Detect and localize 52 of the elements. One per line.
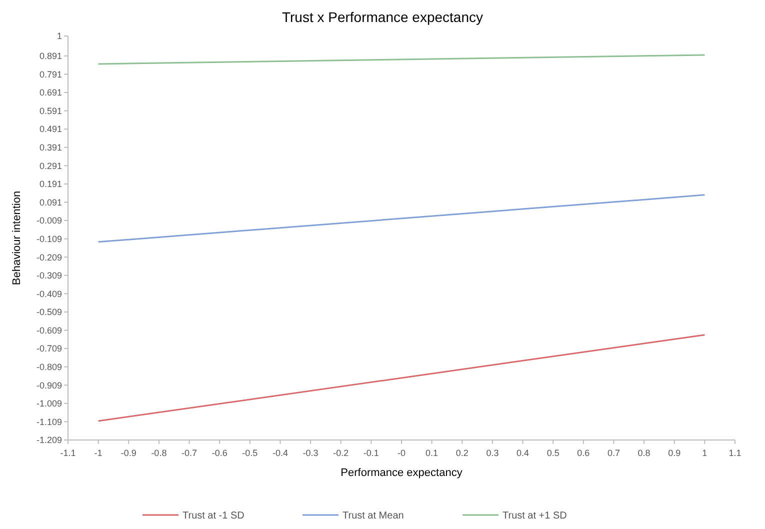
x-tick-label: -0 [397, 448, 406, 458]
x-tick-label: 0.8 [638, 448, 650, 458]
y-tick-label: -0.709 [36, 344, 62, 354]
x-tick-label: -0.1 [363, 448, 379, 458]
x-tick-label: 0.3 [486, 448, 499, 458]
y-tick-label: 0.191 [39, 179, 62, 190]
y-tick-label: 1 [56, 31, 62, 42]
x-tick-label: 0.5 [546, 448, 560, 458]
x-tick-label: -0.7 [182, 448, 198, 458]
y-tick-label: 0.291 [39, 160, 62, 171]
y-tick-label: -0.509 [36, 307, 62, 318]
x-tick-label: -0.4 [272, 448, 288, 458]
x-tick-label: -0.9 [120, 448, 136, 458]
y-tick-label: -0.809 [36, 362, 62, 372]
x-tick-label: 0.2 [456, 448, 468, 458]
y-tick-label: 0.891 [39, 51, 62, 62]
y-tick-label: -0.909 [36, 380, 62, 390]
y-tick-label: -0.209 [36, 252, 62, 262]
legend-label: Trust at Mean [342, 510, 404, 522]
x-tick-label: -0.5 [242, 448, 258, 458]
y-tick-label: -1.009 [36, 398, 62, 409]
y-tick-label: -0.609 [36, 325, 62, 336]
x-tick-label: -0.6 [212, 448, 228, 458]
y-axis-title: Behaviour intention [11, 190, 23, 286]
y-tick-label: -1.209 [36, 435, 62, 446]
y-tick-label: 0.791 [39, 69, 62, 80]
x-tick-label: 1 [702, 448, 708, 458]
chart-title: Trust x Performance expectancy [282, 9, 484, 25]
x-tick-label: -0.8 [151, 448, 167, 458]
y-tick-label: -0.109 [36, 234, 62, 244]
x-tick-label: 0.7 [607, 448, 620, 458]
legend-label: Trust at +1 SD [502, 510, 567, 522]
x-tick-label: 0.1 [426, 448, 438, 458]
y-tick-label: 0.091 [39, 197, 62, 208]
y-tick-label: -1.109 [36, 416, 62, 427]
x-tick-label: -1.1 [60, 448, 76, 458]
x-tick-label: 0.9 [668, 448, 681, 458]
y-tick-label: -0.309 [36, 270, 62, 281]
x-tick-label: -0.3 [302, 448, 318, 458]
y-tick-label: -0.009 [36, 216, 62, 226]
x-tick-label: 1.1 [728, 448, 742, 458]
y-tick-label: 0.391 [39, 142, 62, 153]
x-tick-label: 0.4 [516, 448, 530, 458]
y-tick-label: -0.409 [36, 288, 62, 299]
x-tick-label: -1 [94, 448, 102, 458]
y-tick-label: 0.491 [39, 124, 62, 134]
legend-label: Trust at -1 SD [182, 510, 244, 522]
y-tick-label: 0.591 [39, 106, 62, 116]
x-axis-title: Performance expectancy [340, 467, 463, 479]
y-tick-label: 0.691 [39, 88, 62, 98]
x-tick-label: -0.2 [333, 448, 349, 458]
x-tick-label: 0.6 [577, 448, 590, 458]
